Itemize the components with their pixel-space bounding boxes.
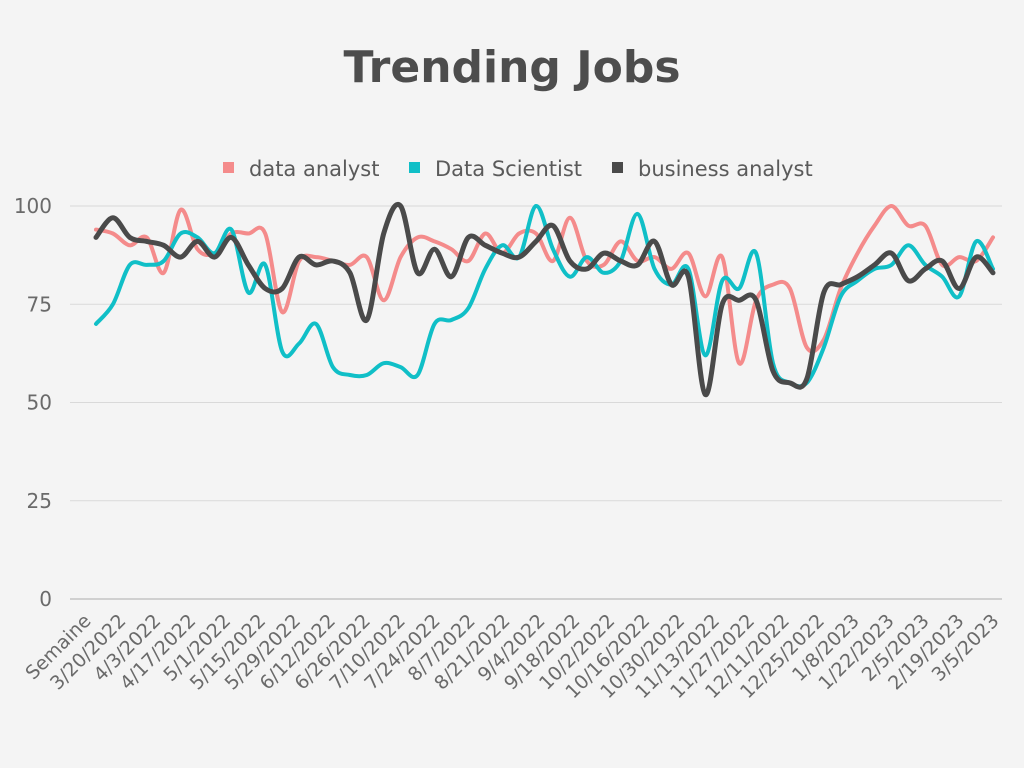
legend-label: data analyst [249,157,379,181]
y-tick-label: 25 [27,489,52,513]
y-tick-label: 100 [14,194,52,218]
series-line-data-scientist [94,203,995,389]
x-axis-ticks: Semaine3/20/20224/3/20224/17/20225/1/202… [21,610,1003,703]
legend: data analyst Data Scientist business analy… [223,157,813,181]
y-axis-ticks: 0 25 50 75 100 [14,194,52,611]
legend-label: business analyst [638,157,813,181]
legend-swatch [612,162,623,173]
series-line-data-analyst [94,204,995,366]
legend-label: Data Scientist [435,157,582,181]
chart-title: Trending Jobs [343,42,680,93]
gridlines [70,205,1002,600]
series-lines [93,202,996,398]
legend-swatch [409,162,420,173]
y-tick-label: 0 [39,587,52,611]
y-tick-label: 50 [27,391,52,415]
legend-swatch [223,162,234,173]
series-line-business-analyst [93,202,996,398]
y-tick-label: 75 [27,292,52,316]
